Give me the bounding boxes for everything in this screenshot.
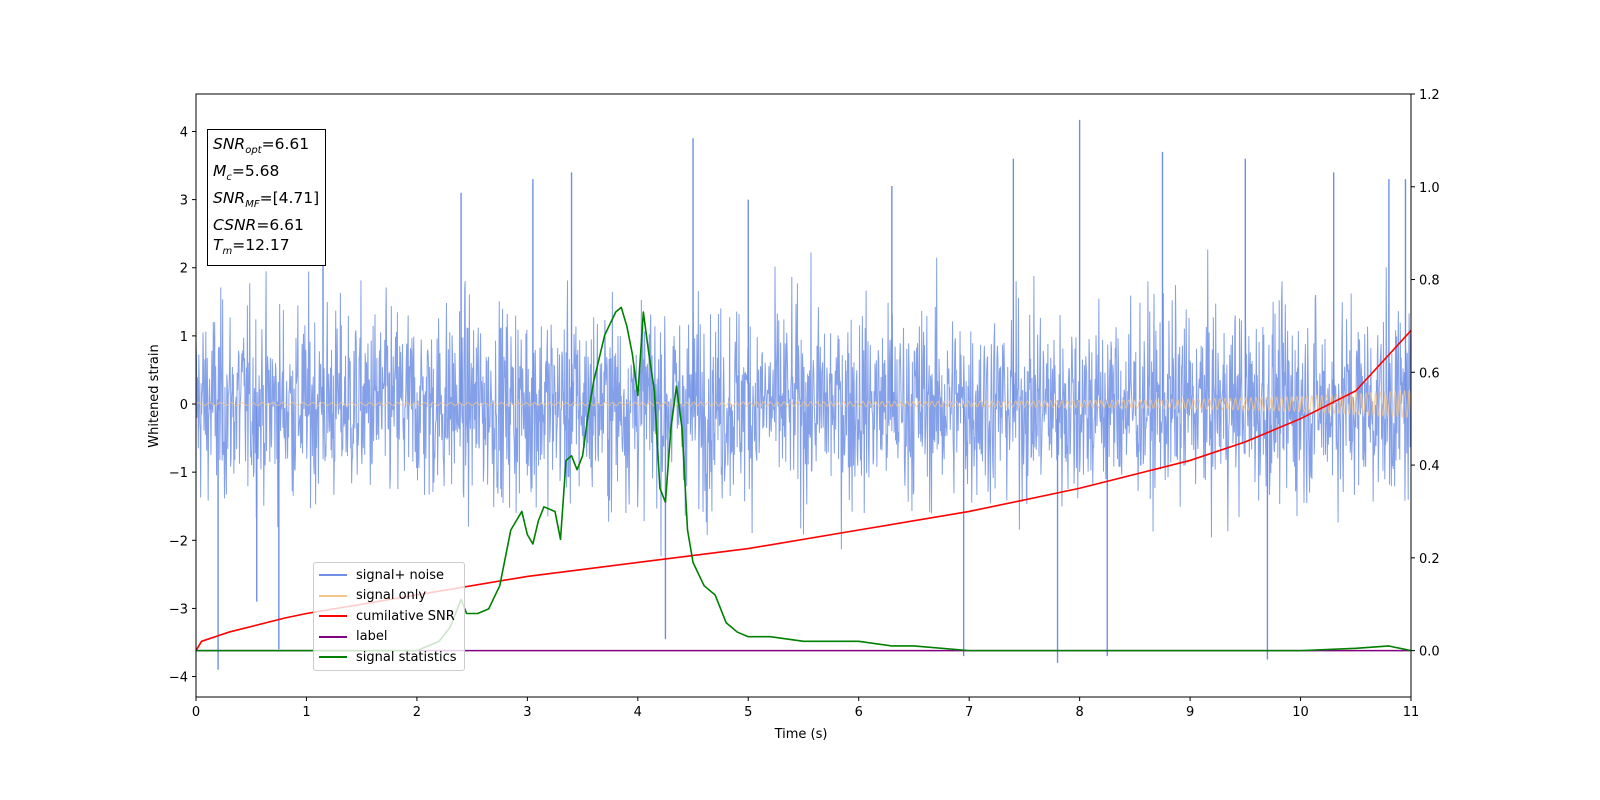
- x-tick-label: 7: [965, 705, 973, 720]
- snr-opt-line: SNRopt=6.61: [213, 135, 310, 157]
- x-tick-label: 11: [1403, 705, 1420, 720]
- y-tick-label: 3: [180, 194, 188, 209]
- signal-only-line: [196, 388, 1411, 419]
- legend-item-signal-noise: signal+ noise: [319, 565, 460, 586]
- y2-tick-label: 0.6: [1419, 366, 1440, 381]
- y-tick-label: 0: [180, 398, 188, 413]
- legend: signal+ noise signal only cumilative SNR…: [313, 562, 465, 671]
- legend-item-label: label: [319, 627, 460, 648]
- x-tick-label: 0: [192, 705, 200, 720]
- csnr-line: CSNR=6.61: [213, 216, 304, 235]
- plot-area: [196, 119, 1411, 670]
- y-tick-label: −2: [169, 534, 188, 549]
- x-tick-label: 8: [1075, 705, 1083, 720]
- legend-label: cumilative SNR: [356, 608, 455, 624]
- y-axis-label: Whitened strain: [147, 344, 162, 447]
- x-tick-label: 1: [302, 705, 310, 720]
- plot-frame: [195, 93, 1412, 698]
- y-tick-label: 4: [180, 125, 188, 140]
- y-tick-label: −4: [169, 671, 188, 686]
- y-tick-label: 1: [180, 330, 188, 345]
- y-tick-label: 2: [180, 262, 188, 277]
- legend-swatch: [319, 574, 347, 577]
- legend-label: label: [356, 629, 388, 645]
- x-tick-label: 2: [413, 705, 421, 720]
- signal-statistics-line: [196, 306, 1411, 652]
- legend-item-signal-statistics: signal statistics: [319, 647, 460, 668]
- axes: 0 1 2 3 4 5 6 7 8 9 10 11 −4 −3 −2 −1 0 1 2 3 4 0.0 0.2 0.4 0.6 0…: [169, 88, 1440, 720]
- legend-label: signal+ noise: [356, 567, 445, 583]
- legend-item-signal-only: signal only: [319, 586, 460, 607]
- mc-line: Mc=5.68: [213, 162, 280, 184]
- y-tick-label: −1: [169, 466, 188, 481]
- legend-item-cumulative-snr: cumilative SNR: [319, 606, 460, 627]
- snr-mf-line: SNRMF=[4.71]: [213, 189, 320, 211]
- legend-swatch: [319, 615, 347, 618]
- legend-label: signal only: [356, 588, 427, 604]
- legend-swatch: [319, 594, 347, 597]
- y2-tick-label: 0.2: [1419, 552, 1440, 567]
- y2-tick-label: 1.2: [1419, 88, 1440, 103]
- y2-tick-label: 1.0: [1419, 181, 1440, 196]
- x-tick-label: 9: [1186, 705, 1194, 720]
- x-tick-label: 6: [855, 705, 863, 720]
- stats-annotation-box: SNRopt=6.61 Mc=5.68 SNRMF=[4.71] CSNR=6.…: [207, 129, 327, 267]
- x-tick-label: 3: [523, 705, 531, 720]
- x-axis-label: Time (s): [774, 727, 828, 742]
- legend-label: signal statistics: [356, 649, 457, 665]
- y-tick-label: −3: [169, 602, 188, 617]
- legend-swatch: [319, 635, 347, 638]
- tm-line: Tm=12.17: [213, 236, 290, 258]
- y2-tick-label: 0.8: [1419, 274, 1440, 289]
- x-tick-label: 10: [1292, 705, 1309, 720]
- x-tick-label: 5: [744, 705, 752, 720]
- legend-swatch: [319, 656, 347, 659]
- cumulative-snr-line: [196, 330, 1411, 652]
- signal-noise-line: [196, 249, 1411, 557]
- x-tick-label: 4: [634, 705, 642, 720]
- y2-tick-label: 0.4: [1419, 459, 1440, 474]
- y2-tick-label: 0.0: [1419, 645, 1440, 660]
